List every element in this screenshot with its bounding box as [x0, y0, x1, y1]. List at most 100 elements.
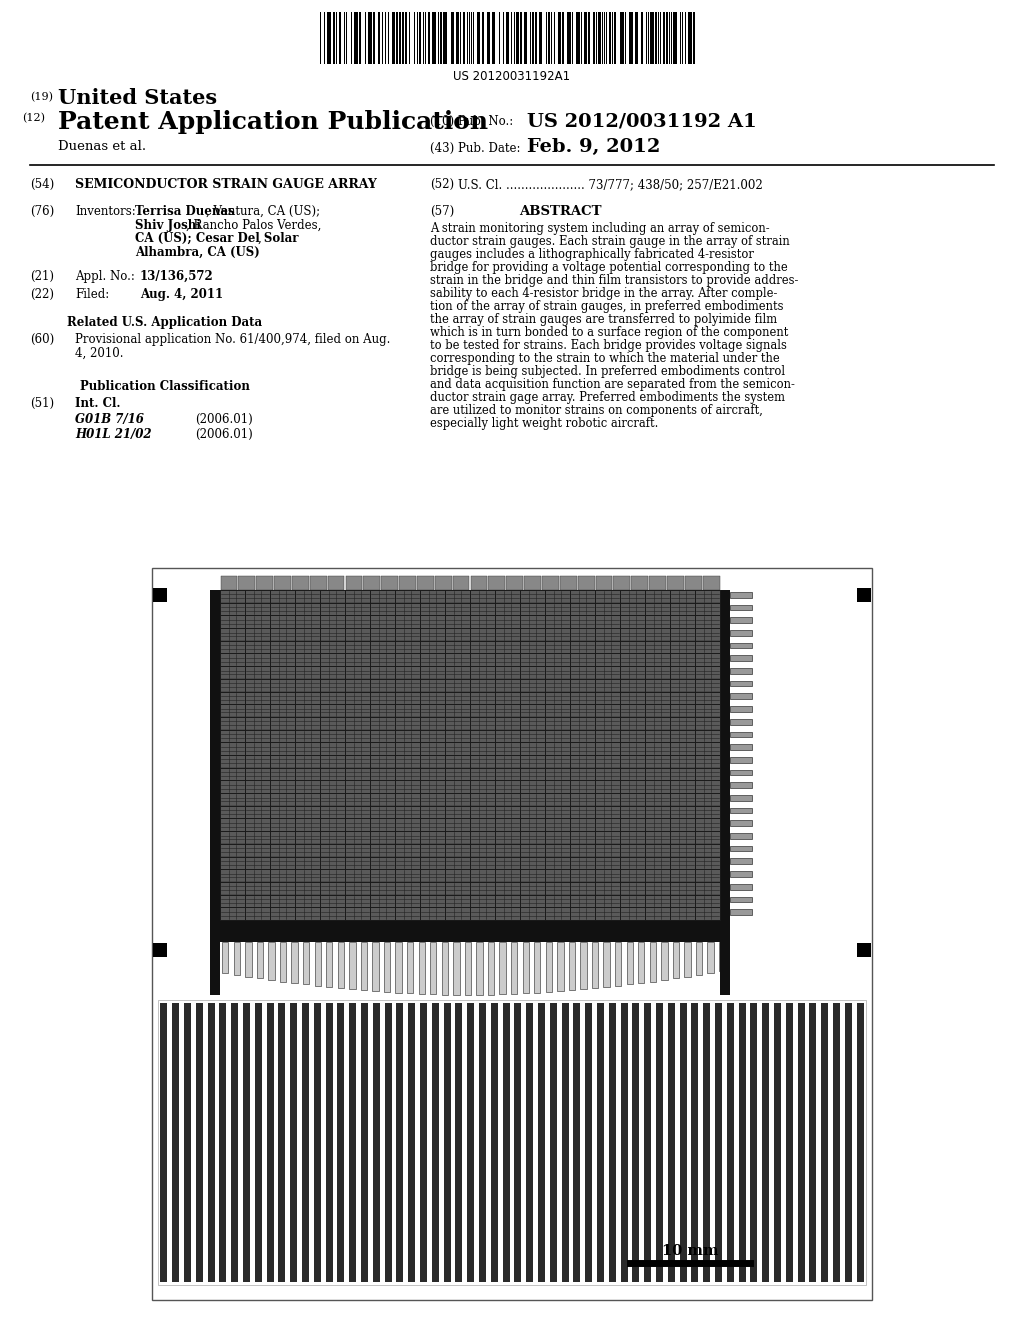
Bar [693, 12, 695, 63]
Bar [345, 718, 370, 729]
Bar [570, 590, 595, 602]
Bar [161, 1003, 167, 1282]
Bar [671, 807, 694, 818]
Bar [302, 1003, 309, 1282]
Bar [621, 793, 644, 805]
Bar [671, 603, 694, 615]
Bar [645, 705, 670, 717]
Bar [730, 719, 752, 725]
Bar [421, 781, 444, 792]
Bar [520, 680, 545, 692]
Text: the array of strain gauges are transferred to polyimide film: the array of strain gauges are transferr… [430, 313, 777, 326]
Bar [395, 832, 420, 843]
Bar [695, 857, 720, 869]
Bar [596, 653, 620, 665]
Bar [596, 755, 620, 767]
Bar [596, 603, 620, 615]
Bar [621, 730, 644, 742]
Bar [645, 628, 670, 640]
Bar [321, 590, 344, 602]
Bar [296, 895, 319, 907]
Bar [421, 628, 444, 640]
Text: sability to each 4-resistor bridge in the array. After comple-: sability to each 4-resistor bridge in th… [430, 286, 777, 300]
Bar [695, 870, 720, 882]
Bar [496, 628, 519, 640]
Bar [695, 642, 720, 653]
Bar [220, 616, 245, 627]
Bar [496, 680, 519, 692]
Bar [727, 1003, 734, 1282]
Bar [520, 642, 545, 653]
Text: (21): (21) [30, 271, 54, 282]
Bar [470, 628, 495, 640]
Bar [671, 818, 694, 830]
Bar [596, 857, 620, 869]
Bar [671, 667, 694, 678]
Bar [395, 908, 420, 920]
Bar [496, 793, 519, 805]
Bar [470, 832, 495, 843]
Text: H01L 21/02: H01L 21/02 [75, 428, 152, 441]
Bar [621, 743, 644, 755]
Text: A strain monitoring system including an array of semicon-: A strain monitoring system including an … [430, 222, 770, 235]
Bar [570, 895, 595, 907]
Bar [270, 718, 295, 729]
Bar [645, 807, 670, 818]
Bar [255, 1003, 262, 1282]
Bar [621, 616, 644, 627]
Bar [395, 818, 420, 830]
Bar [445, 883, 469, 894]
Bar [395, 653, 420, 665]
Bar [570, 832, 595, 843]
Bar [246, 768, 269, 780]
Bar [345, 743, 370, 755]
Bar [470, 576, 487, 590]
Bar [451, 12, 454, 63]
Bar [345, 883, 370, 894]
Bar [321, 857, 344, 869]
Bar [546, 603, 569, 615]
Bar [220, 832, 245, 843]
Bar [603, 942, 609, 987]
Bar [246, 680, 269, 692]
Bar [321, 603, 344, 615]
Bar [546, 755, 569, 767]
Bar [470, 818, 495, 830]
Bar [456, 12, 459, 63]
Bar [321, 818, 344, 830]
Bar [220, 883, 245, 894]
Bar [321, 755, 344, 767]
Bar [345, 692, 370, 704]
Bar [421, 603, 444, 615]
Bar [443, 1003, 451, 1282]
Bar [445, 680, 469, 692]
Bar [575, 12, 580, 63]
Bar [470, 616, 495, 627]
Bar [220, 781, 245, 792]
Bar [454, 942, 460, 995]
Bar [730, 795, 752, 801]
Bar [246, 743, 269, 755]
Bar [395, 680, 420, 692]
Bar [520, 908, 545, 920]
Bar [371, 845, 394, 857]
Bar [557, 942, 563, 991]
Bar [730, 858, 752, 865]
Bar [730, 630, 752, 636]
Bar [421, 730, 444, 742]
Bar [520, 628, 545, 640]
Bar [196, 1003, 203, 1282]
Bar [270, 883, 295, 894]
Bar [270, 870, 295, 882]
Bar [546, 832, 569, 843]
Bar [153, 587, 167, 602]
Bar [645, 845, 670, 857]
Bar [645, 832, 670, 843]
Bar [514, 1003, 521, 1282]
Bar [570, 718, 595, 729]
Bar [345, 628, 370, 640]
Text: ductor strain gauges. Each strain gauge in the array of strain: ductor strain gauges. Each strain gauge … [430, 235, 790, 248]
Bar [730, 756, 752, 763]
Bar [371, 680, 394, 692]
Bar [695, 718, 720, 729]
